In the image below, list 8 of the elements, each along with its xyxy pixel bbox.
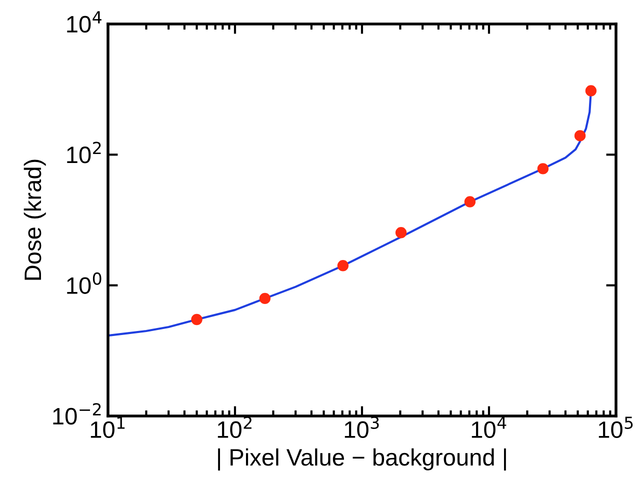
y-axis-title: Dose (krad) (24, 160, 46, 280)
y-tick-label: 10$^{2}$ (67, 142, 101, 164)
x-axis-title: | Pixel Value − background | (218, 448, 506, 471)
x-tick-label: 10$^{2}$ (218, 416, 252, 438)
y-tick-label: 10$^{0}$ (67, 272, 102, 294)
x-tick-label: 10$^{4}$ (472, 416, 506, 438)
x-tick-label: 10$^{5}$ (598, 416, 633, 438)
y-tick-label: 10$^{4}$ (67, 11, 102, 33)
